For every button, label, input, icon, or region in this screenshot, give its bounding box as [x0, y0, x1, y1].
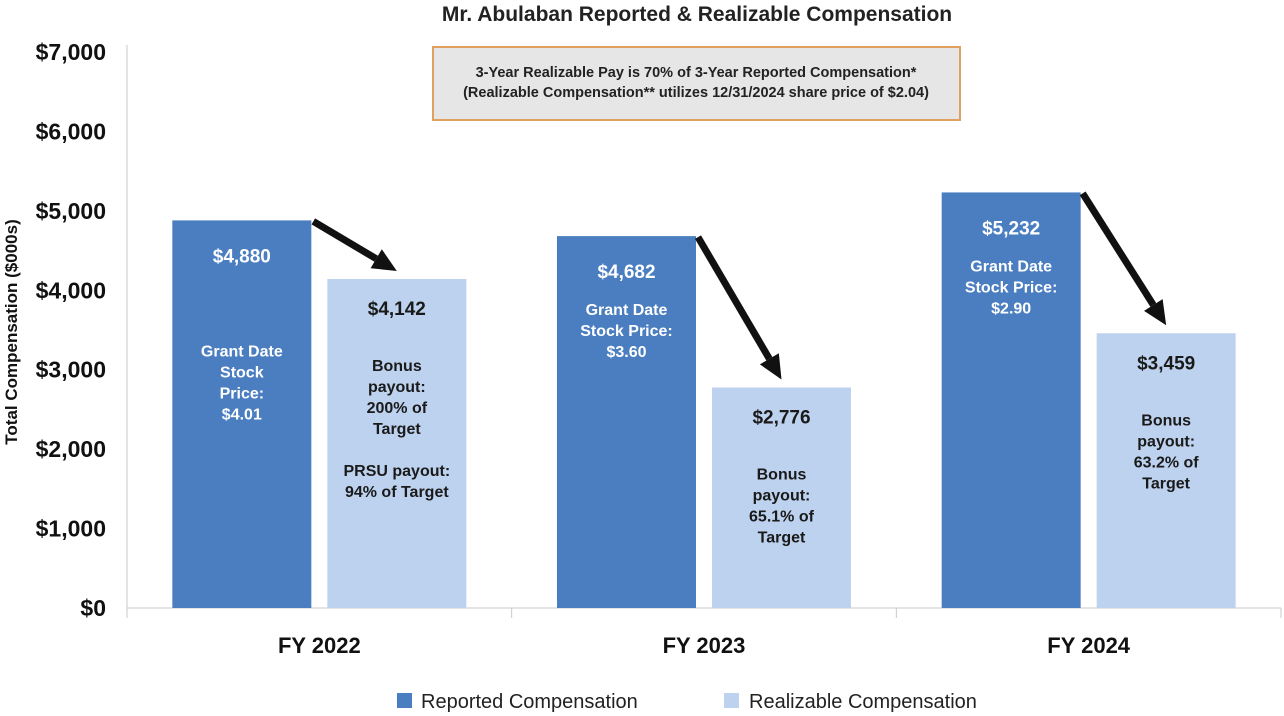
legend-swatch-reported — [397, 693, 412, 708]
y-tick-label: $1,000 — [36, 516, 106, 542]
bar-note-line: Target — [1142, 475, 1190, 492]
legend-label-realizable: Realizable Compensation — [749, 691, 977, 713]
bar-note-line: Stock Price: — [965, 279, 1057, 296]
annotation-box-background — [432, 46, 961, 121]
decline-arrow-shaft — [694, 235, 773, 361]
decline-arrows — [311, 191, 1167, 380]
bar-note-line: Bonus — [757, 467, 807, 484]
annotation-line-1: 3-Year Realizable Pay is 70% of 3-Year R… — [476, 65, 917, 81]
bar-reported — [557, 236, 696, 609]
bar-realizable — [1096, 333, 1236, 608]
bar-note-line: payout: — [368, 379, 426, 396]
x-category-label: FY 2023 — [663, 633, 746, 658]
annotation-line-2: (Realizable Compensation** utilizes 12/3… — [463, 85, 929, 101]
bars-group: $4,880 Grant Date Stock Price: $4.01 $4,142 Bo… — [172, 192, 1236, 609]
decline-arrow-head — [1144, 299, 1167, 326]
y-tick-label: $7,000 — [36, 39, 106, 65]
bar-note-line: payout: — [1137, 433, 1195, 450]
legend: Reported Compensation Realizable Compens… — [397, 691, 977, 713]
bar-note-line: Stock Price: — [580, 323, 672, 340]
bar-realizable — [712, 387, 851, 608]
y-axis-label: Total Compensation ($000s) — [2, 219, 21, 444]
x-category-dividers — [126, 608, 1282, 618]
bar-note-line: Bonus — [372, 358, 422, 375]
data-label: $4,880 — [213, 246, 271, 267]
bar-note-line: Target — [758, 530, 806, 547]
bar-note-line: 65.1% of — [749, 509, 815, 526]
bar-note-line: Grant Date — [970, 258, 1052, 275]
bar-note-line: $3.60 — [606, 344, 646, 361]
y-tick-label: $5,000 — [36, 198, 106, 224]
legend-label-reported: Reported Compensation — [421, 691, 638, 713]
x-category-label: FY 2024 — [1047, 633, 1131, 658]
chart-title: Mr. Abulaban Reported & Realizable Compe… — [442, 3, 952, 26]
decline-arrow-head — [759, 353, 782, 380]
bar-note-line: payout: — [753, 488, 811, 505]
bar-note-line: Grant Date — [201, 343, 283, 360]
y-tick-label: $2,000 — [36, 436, 106, 462]
y-tick-label: $3,000 — [36, 357, 106, 383]
data-label: $4,682 — [597, 262, 655, 283]
y-tick-label: $4,000 — [36, 277, 106, 303]
bar-note-line: $4.01 — [222, 406, 262, 423]
bar-note-line: Price: — [220, 385, 264, 402]
legend-swatch-realizable — [724, 693, 739, 708]
y-tick-label: $0 — [80, 595, 106, 621]
x-category-labels: FY 2022 FY 2023 FY 2024 — [278, 633, 1131, 658]
decline-arrow-head — [370, 249, 397, 272]
decline-arrow-shaft — [311, 218, 378, 262]
data-label: $3,459 — [1137, 353, 1195, 374]
bar-note-line: 94% of Target — [345, 484, 449, 501]
bar-note-line: $2.90 — [991, 300, 1031, 317]
bar-note-line: PRSU payout: — [343, 463, 450, 480]
data-label: $5,232 — [982, 218, 1040, 239]
bar-note-line: Grant Date — [586, 302, 668, 319]
y-tick-label: $6,000 — [36, 118, 106, 144]
bar-reported — [172, 220, 312, 609]
bar-note-line: Bonus — [1141, 412, 1191, 429]
bar-note-line: 63.2% of — [1134, 454, 1200, 471]
bar-reported — [941, 192, 1081, 608]
data-label: $4,142 — [368, 299, 426, 320]
bar-note-line: 200% of — [367, 400, 428, 417]
decline-arrow-shaft — [1079, 191, 1157, 307]
bar-note-line: Target — [373, 421, 421, 438]
bar-note-line: Stock — [220, 364, 264, 381]
data-label: $2,776 — [752, 408, 810, 429]
bar-realizable — [327, 279, 467, 608]
y-tick-labels: $0 $1,000 $2,000 $3,000 $4,000 $5,000 $6,000 $7… — [36, 39, 106, 621]
annotation-box: 3-Year Realizable Pay is 70% of 3-Year R… — [432, 46, 961, 121]
x-category-label: FY 2022 — [278, 633, 361, 658]
